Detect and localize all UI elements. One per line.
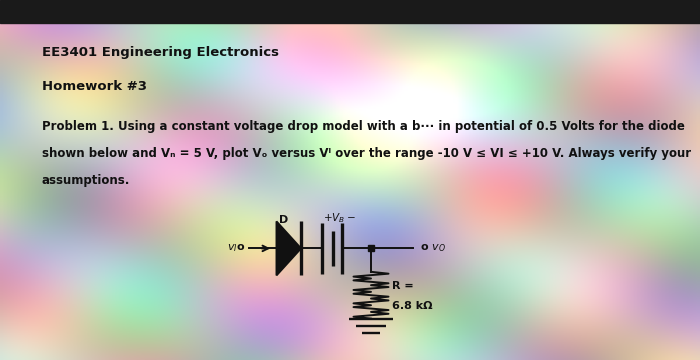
Text: $v_I$o: $v_I$o	[227, 243, 245, 254]
Text: $+V_B-$: $+V_B-$	[323, 211, 356, 225]
Text: 6.8 kΩ: 6.8 kΩ	[392, 301, 433, 311]
Text: o $v_O$: o $v_O$	[420, 243, 446, 254]
Bar	[0, 0, 700, 23]
Text: Problem 1. Using a constant voltage drop model with a b··· in potential of 0.5 V: Problem 1. Using a constant voltage drop…	[42, 120, 685, 132]
Text: assumptions.: assumptions.	[42, 174, 130, 186]
Text: EE3401 Engineering Electronics: EE3401 Engineering Electronics	[42, 46, 279, 59]
Text: shown below and Vₙ = 5 V, plot Vₒ versus Vᴵ over the range -10 V ≤ VI ≤ +10 V. A: shown below and Vₙ = 5 V, plot Vₒ versus…	[42, 147, 691, 159]
Text: Homework #3: Homework #3	[42, 80, 147, 93]
Text: D: D	[279, 215, 288, 225]
Text: R =: R =	[392, 281, 414, 291]
Polygon shape	[276, 221, 301, 275]
